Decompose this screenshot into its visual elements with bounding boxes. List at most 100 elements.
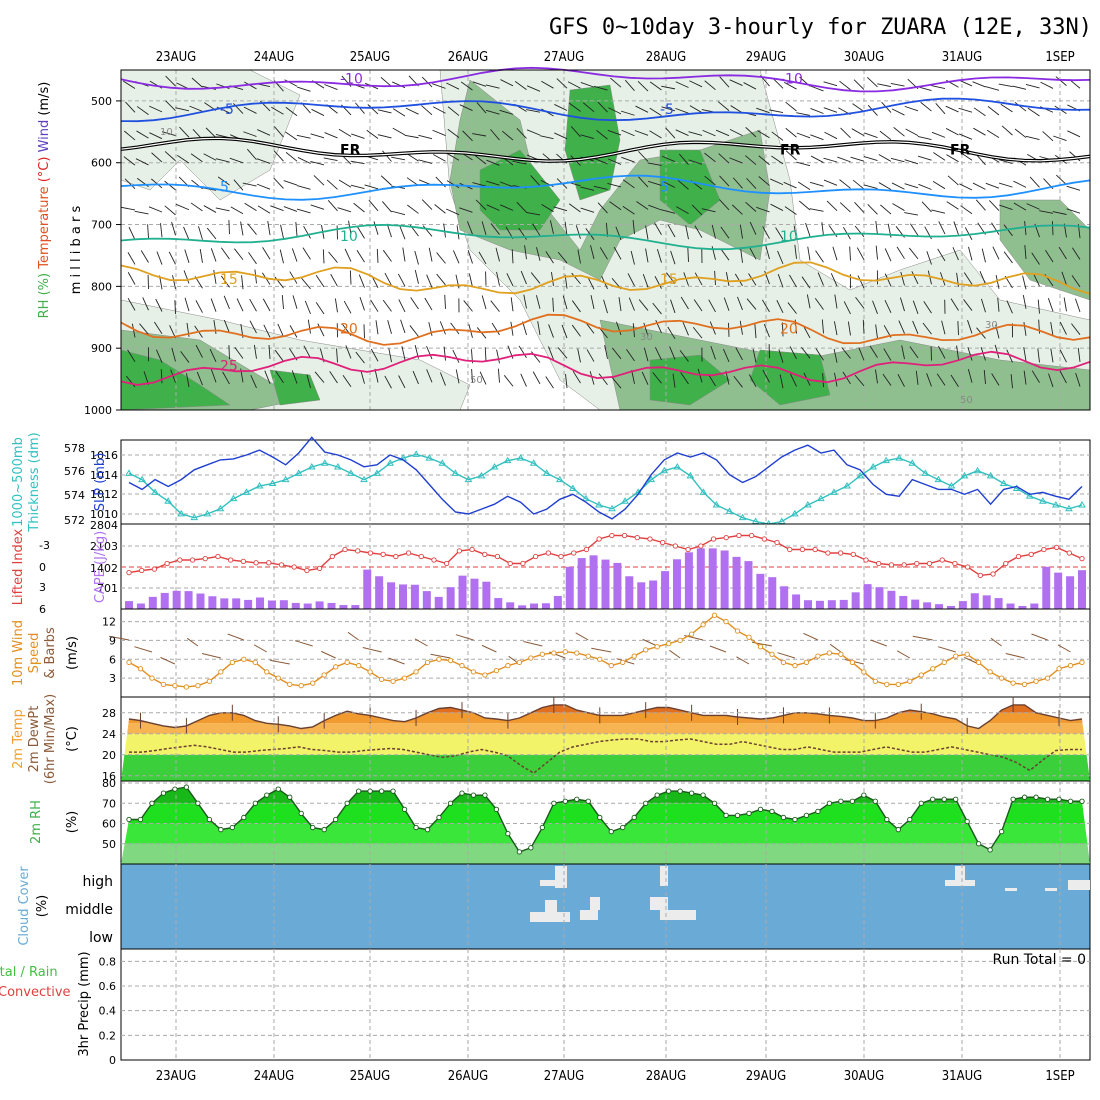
upper-air-barb xyxy=(190,153,203,163)
upper-air-barb xyxy=(580,186,595,191)
upper-air-barb xyxy=(565,374,568,389)
upper-air-barb xyxy=(1052,211,1067,215)
surface-rh-point xyxy=(275,786,281,792)
cape-bar xyxy=(387,582,396,609)
upper-air-barb xyxy=(806,294,811,309)
upper-air-barb xyxy=(991,222,1000,235)
lifted-index-point xyxy=(609,532,615,539)
upper-air-barb xyxy=(853,79,865,90)
surface-wind-barb xyxy=(1005,652,1025,659)
thickness-point xyxy=(921,469,930,476)
wind-speed-point xyxy=(711,612,718,618)
upper-air-barb xyxy=(656,249,662,263)
wind-speed-point xyxy=(149,675,155,681)
wind-speed-point xyxy=(126,659,132,666)
upper-air-barb xyxy=(284,79,298,87)
upper-air-barb xyxy=(460,81,473,91)
axis-title-part: 2m DewPt xyxy=(27,706,42,773)
upper-air-barb xyxy=(745,127,757,138)
upper-air-barb xyxy=(593,185,608,190)
upper-air-barb xyxy=(350,184,365,189)
upper-air-barb xyxy=(315,275,325,288)
upper-air-barb xyxy=(980,298,986,313)
axis-title-part: Cloud Cover xyxy=(17,866,32,946)
upper-air-barb xyxy=(855,296,865,309)
surface-wind-barb xyxy=(912,635,933,641)
upper-air-barb xyxy=(1003,251,1013,264)
upper-air-barb xyxy=(856,247,865,261)
upper-air-barb xyxy=(447,106,460,116)
upper-air-barb xyxy=(832,246,838,261)
upper-air-barb xyxy=(382,201,392,213)
axis-title: SLP (mb) xyxy=(93,453,108,512)
upper-air-barb xyxy=(1040,81,1054,89)
lifted-index-point xyxy=(278,562,285,568)
cape-bar xyxy=(982,595,991,609)
rh-contour-label: 30 xyxy=(640,332,653,343)
upper-air-barb xyxy=(264,370,271,384)
upper-air-barb xyxy=(315,302,325,315)
upper-air-barb xyxy=(732,177,743,189)
upper-air-barb xyxy=(989,200,1000,211)
thickness-point xyxy=(803,501,812,508)
upper-air-barb xyxy=(613,246,622,260)
thickness-point xyxy=(294,469,303,476)
upper-air-barb xyxy=(995,275,1000,289)
axis-title-part: Temperature xyxy=(37,186,52,269)
upper-air-barb xyxy=(645,248,649,263)
upper-air-barb xyxy=(580,207,595,213)
thickness-point xyxy=(882,456,891,464)
axis-title: CAPE (J/kg) xyxy=(93,531,108,603)
upper-air-barb xyxy=(937,248,946,262)
upper-air-barb xyxy=(1058,246,1067,260)
upper-air-barb xyxy=(548,324,554,338)
lifted-index-point xyxy=(329,553,335,560)
isotherm-label: FR xyxy=(340,142,361,158)
upper-air-barb xyxy=(1075,373,1081,387)
upper-air-barb xyxy=(467,249,473,264)
upper-air-barb xyxy=(580,82,595,88)
upper-air-barb xyxy=(884,273,892,287)
thickness-point xyxy=(986,471,995,479)
upper-air-barb xyxy=(564,221,568,236)
upper-air-barb xyxy=(729,79,743,86)
upper-air-barb xyxy=(474,155,487,165)
upper-air-barb xyxy=(127,297,136,311)
wind-speed-point xyxy=(1067,662,1074,669)
upper-air-barb xyxy=(186,373,190,388)
upper-air-barb xyxy=(439,372,446,386)
cape-bar xyxy=(506,602,515,609)
upper-air-barb xyxy=(649,130,662,139)
upper-air-barb xyxy=(500,79,514,87)
lifted-index-point xyxy=(621,532,628,539)
upper-air-barb xyxy=(283,180,298,186)
upper-air-barb xyxy=(849,246,851,261)
wind-speed-point xyxy=(1021,681,1028,688)
date-label-bottom: 28AUG xyxy=(646,1069,687,1084)
upper-air-barb xyxy=(462,130,473,142)
wind-speed-point xyxy=(333,664,339,670)
axis-title: (°C) xyxy=(65,726,80,752)
rh-tick-label: 70 xyxy=(102,797,116,810)
upper-air-barb xyxy=(863,156,878,162)
surface-wind-barb xyxy=(388,657,405,665)
upper-air-barb xyxy=(414,250,419,265)
upper-air-barb xyxy=(884,300,892,314)
wind-speed-point xyxy=(987,669,993,675)
upper-air-barb xyxy=(850,156,865,162)
thickness-point xyxy=(451,469,460,476)
upper-air-barb xyxy=(947,175,959,186)
wind-speed-point xyxy=(872,678,878,684)
upper-air-barb xyxy=(839,202,851,213)
cape-bar xyxy=(136,603,145,609)
upper-air-barb xyxy=(452,250,460,264)
upper-air-barb xyxy=(223,319,230,334)
upper-air-barb xyxy=(810,155,824,163)
lifted-index-point xyxy=(596,536,602,542)
surface-rh-point xyxy=(849,798,856,804)
upper-air-barb xyxy=(935,103,946,115)
upper-air-barb xyxy=(689,105,703,114)
upper-air-barb xyxy=(679,153,689,165)
date-label-top: 1SEP xyxy=(1045,50,1074,65)
upper-air-barb xyxy=(1037,299,1040,314)
